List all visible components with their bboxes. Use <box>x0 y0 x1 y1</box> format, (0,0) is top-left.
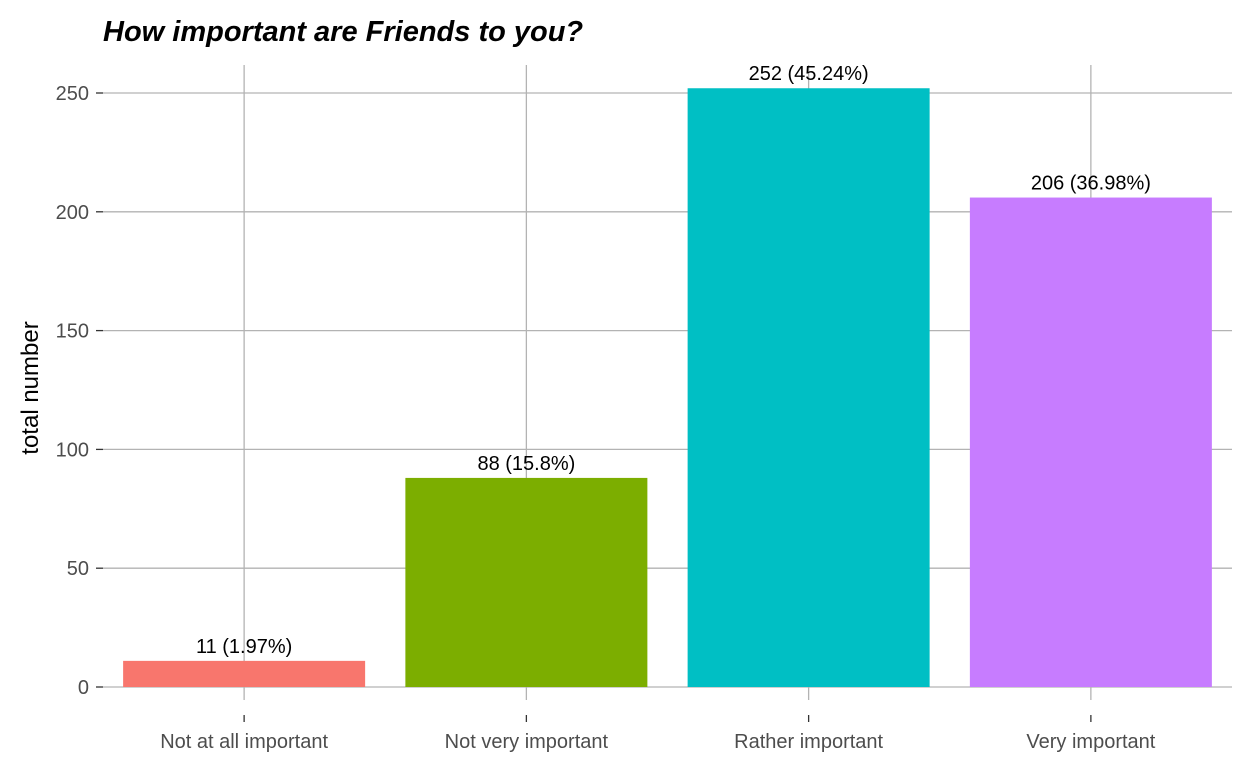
y-axis: 0 50 100 150 200 250 <box>56 83 103 699</box>
bars <box>123 88 1212 688</box>
y-tick-label: 250 <box>56 83 89 105</box>
y-tick-label: 100 <box>56 439 89 461</box>
chart-title: How important are Friends to you? <box>103 16 583 48</box>
x-tick-label: Rather important <box>734 731 883 753</box>
data-labels: 11 (1.97%) 88 (15.8%) 252 (45.24%) 206 (36.… <box>196 63 1151 658</box>
x-axis: Not at all important Not very important Ra… <box>160 715 1156 753</box>
y-tick-label: 150 <box>56 321 89 343</box>
y-tick-label: 0 <box>78 677 89 699</box>
x-tick-label: Not at all important <box>160 731 328 753</box>
data-label: 206 (36.98%) <box>1031 173 1151 195</box>
bar <box>687 88 930 688</box>
bar <box>123 660 366 687</box>
data-label: 252 (45.24%) <box>749 63 869 85</box>
bar <box>969 197 1212 687</box>
y-tick-label: 200 <box>56 202 89 224</box>
y-axis-title: total number <box>17 321 44 454</box>
data-label: 88 (15.8%) <box>477 453 575 475</box>
data-label: 11 (1.97%) <box>196 636 292 658</box>
y-tick-label: 50 <box>67 558 89 580</box>
x-tick-label: Very important <box>1026 731 1155 753</box>
x-tick-label: Not very important <box>445 731 609 753</box>
bar <box>405 477 648 687</box>
